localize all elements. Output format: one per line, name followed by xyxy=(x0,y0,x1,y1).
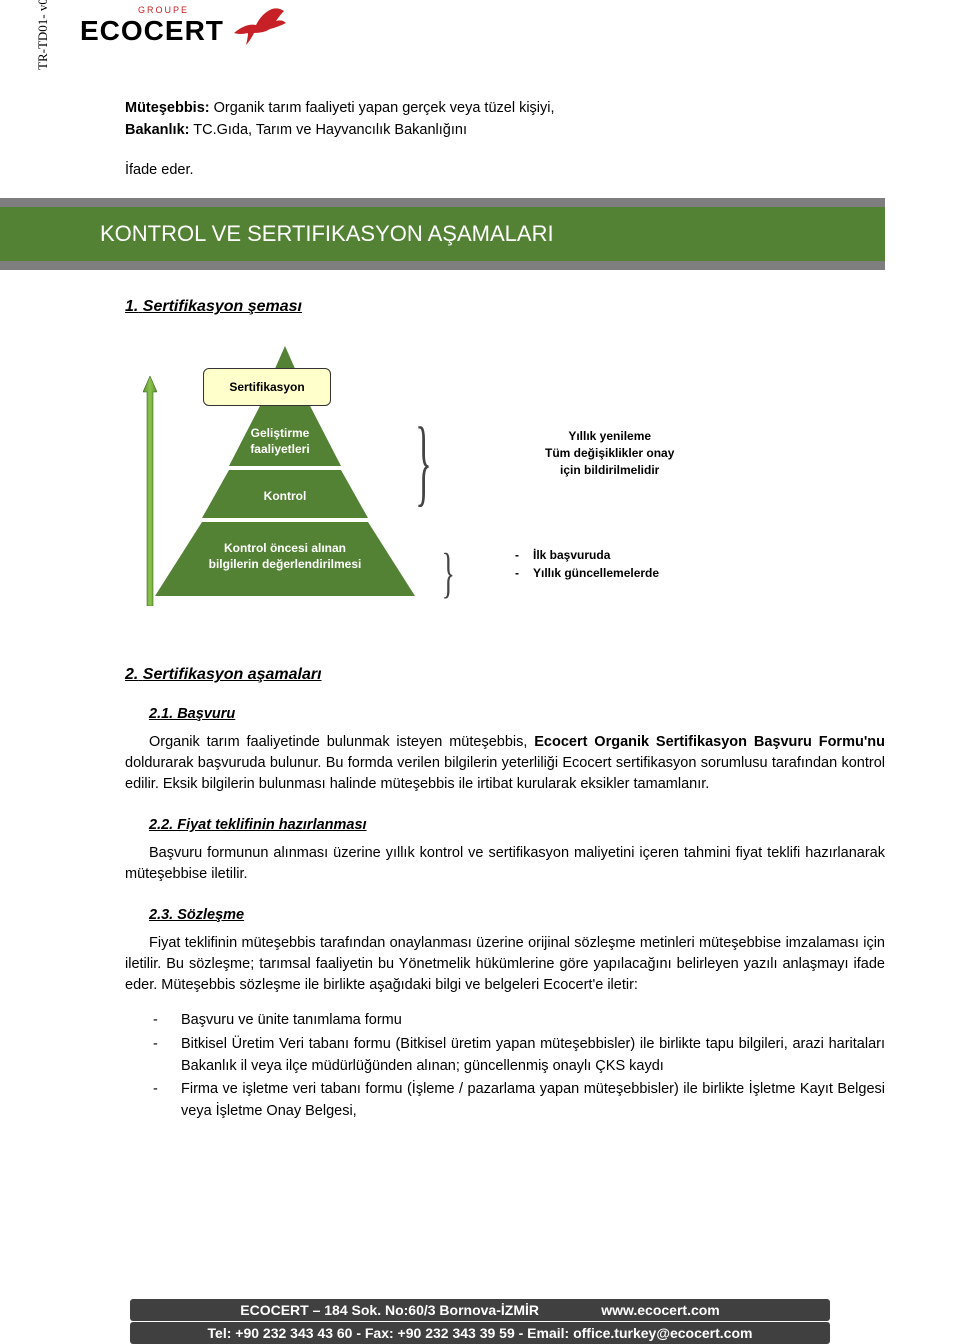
bird-icon xyxy=(228,3,288,47)
para-22: Başvuru formunun alınması üzerine yıllık… xyxy=(125,843,885,885)
para-21: Organik tarım faaliyetinde bulunmak iste… xyxy=(125,732,885,795)
para-23: Fiyat teklifinin müteşebbis tarafından o… xyxy=(125,933,885,996)
bullet-3: Firma ve işletme veri tabanı formu (İşle… xyxy=(181,1079,885,1123)
def1-text: Organik tarım faaliyeti yapan gerçek vey… xyxy=(210,100,555,116)
pyramid-level-1: Geliştirme faaliyetleri xyxy=(235,426,325,457)
definitions: Müteşebbis: Organik tarım faaliyeti yapa… xyxy=(125,98,885,178)
bullet-1: Başvuru ve ünite tanımlama formu xyxy=(181,1010,885,1032)
subheading-23: 2.3. Sözleşme xyxy=(149,907,885,923)
logo: GROUPE ECOCERT xyxy=(80,5,288,47)
ifade-text: İfade eder. xyxy=(125,162,885,178)
brace-icon-1: } xyxy=(415,406,431,518)
logo-name: ECOCERT xyxy=(80,15,224,47)
brace-icon-2: } xyxy=(442,541,455,604)
h2-text: Sertifikasyon aşamaları xyxy=(143,666,322,683)
cert-box: Sertifikasyon xyxy=(203,368,331,406)
side-note-1: Yıllık yenileme Tüm değişiklikler onay i… xyxy=(545,428,674,478)
footer-line-1: ECOCERT – 184 Sok. No:60/3 Bornova-İZMİR… xyxy=(130,1299,830,1321)
bullet-list: -Başvuru ve ünite tanımlama formu -Bitki… xyxy=(153,1010,885,1123)
def2-text: TC.Gıda, Tarım ve Hayvancılık Bakanlığın… xyxy=(189,122,467,138)
subheading-21: 2.1. Başvuru xyxy=(149,706,885,722)
section-banner: KONTROL VE SERTIFIKASYON AŞAMALARI xyxy=(0,198,885,270)
h2-num: 2. xyxy=(125,666,138,683)
pyramid-level-2: Kontrol xyxy=(255,489,315,505)
footer-line-2: Tel: +90 232 343 43 60 - Fax: +90 232 34… xyxy=(130,1322,830,1344)
heading-1: 1. Sertifikasyon şeması xyxy=(125,298,885,316)
subheading-22: 2.2. Fiyat teklifinin hazırlanması xyxy=(149,817,885,833)
pyramid-level-3: Kontrol öncesi alınan bilgilerin değerle… xyxy=(195,541,375,572)
heading-2: 2. Sertifikasyon aşamaları xyxy=(125,666,885,684)
def2-label: Bakanlık: xyxy=(125,122,189,138)
side-note-2: -İlk başvuruda -Yıllık güncellemelerde xyxy=(515,546,659,582)
h1-num: 1. xyxy=(125,298,138,315)
doc-code: TR-TD01- v03tr xyxy=(35,0,51,70)
banner-title: KONTROL VE SERTIFIKASYON AŞAMALARI xyxy=(0,207,885,261)
main-content: 1. Sertifikasyon şeması Sertifikasyon Ge… xyxy=(125,298,885,1125)
h1-text: Sertifikasyon şeması xyxy=(143,298,302,315)
def1-label: Müteşebbis: xyxy=(125,100,210,116)
footer: ECOCERT – 184 Sok. No:60/3 Bornova-İZMİR… xyxy=(0,1299,960,1344)
bullet-2: Bitkisel Üretim Veri tabanı formu (Bitki… xyxy=(181,1034,885,1078)
pyramid-diagram: Sertifikasyon Geliştirme faaliyetleri Ko… xyxy=(125,346,885,626)
